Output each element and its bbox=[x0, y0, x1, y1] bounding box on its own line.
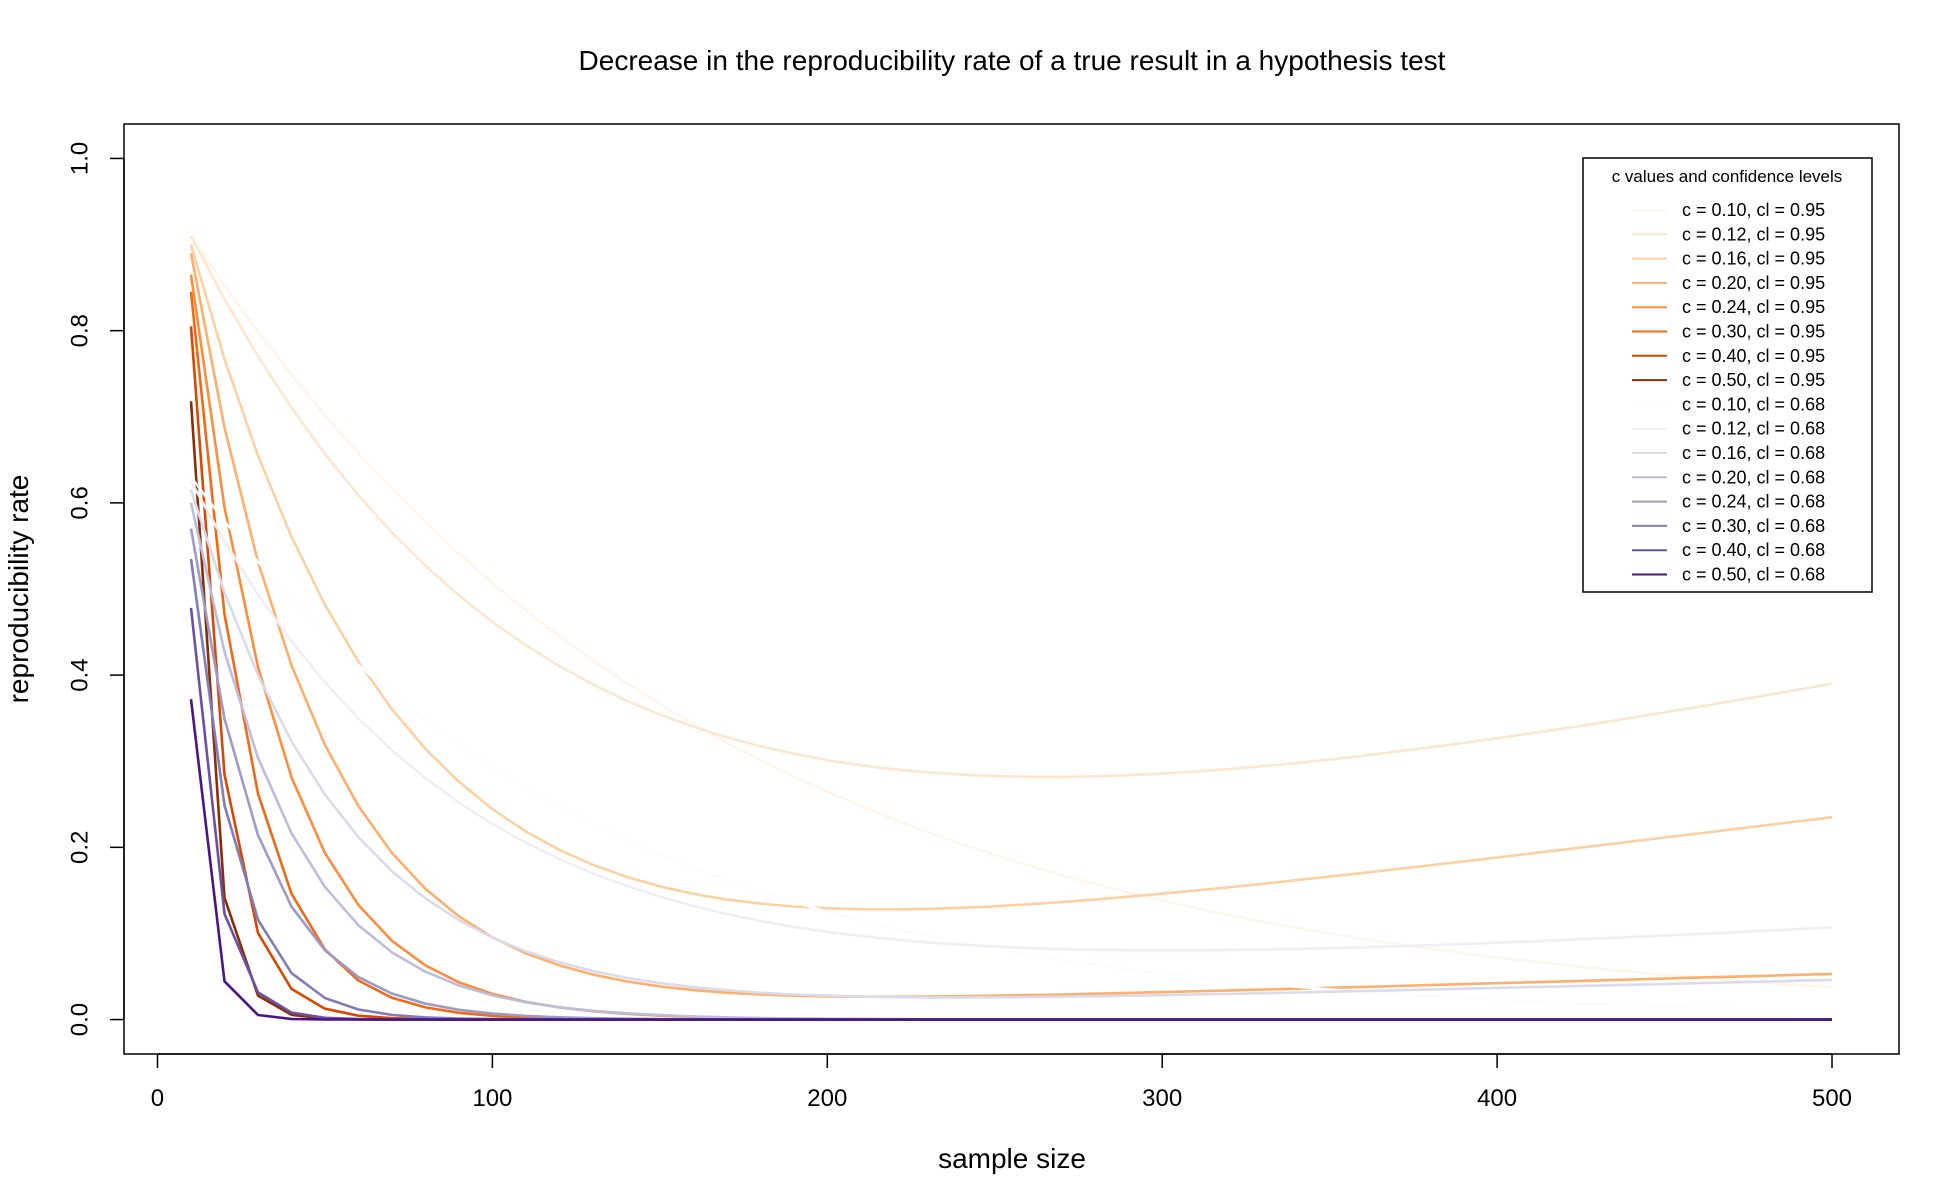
y-tick-label: 0.4 bbox=[67, 658, 94, 691]
series-line bbox=[189, 476, 1833, 1013]
legend-label: c = 0.40, cl = 0.68 bbox=[1682, 540, 1825, 560]
x-tick-label: 300 bbox=[1142, 1085, 1182, 1112]
legend: c values and confidence levels c = 0.10,… bbox=[1582, 157, 1873, 593]
y-tick-label: 1.0 bbox=[67, 142, 94, 175]
series-line bbox=[189, 607, 1832, 1021]
series-line bbox=[189, 480, 1833, 952]
legend-label: c = 0.40, cl = 0.95 bbox=[1682, 346, 1825, 366]
legend-label: c = 0.10, cl = 0.95 bbox=[1682, 200, 1825, 220]
series-line bbox=[189, 489, 1833, 999]
legend-box bbox=[1582, 157, 1873, 593]
series-layer bbox=[189, 235, 1833, 1021]
x-tick-label: 400 bbox=[1477, 1085, 1517, 1112]
legend-title: c values and confidence levels bbox=[1612, 167, 1843, 186]
legend-label: c = 0.20, cl = 0.68 bbox=[1682, 467, 1825, 487]
legend-label: c = 0.30, cl = 0.68 bbox=[1682, 516, 1825, 536]
y-tick-label: 0.0 bbox=[67, 1003, 94, 1036]
x-axis-label: sample size bbox=[938, 1143, 1086, 1174]
x-axis: 0 100 200 300 400 500 bbox=[151, 1053, 1852, 1112]
x-tick-label: 500 bbox=[1812, 1085, 1852, 1112]
legend-label: c = 0.10, cl = 0.68 bbox=[1682, 394, 1825, 414]
legend-label: c = 0.12, cl = 0.68 bbox=[1682, 419, 1825, 439]
legend-label: c = 0.24, cl = 0.95 bbox=[1682, 297, 1825, 317]
legend-label: c = 0.50, cl = 0.68 bbox=[1682, 565, 1825, 585]
series-line bbox=[189, 252, 1833, 998]
y-tick-label: 0.6 bbox=[67, 486, 94, 519]
legend-label: c = 0.16, cl = 0.95 bbox=[1682, 249, 1825, 269]
y-axis-label: reproducibility rate bbox=[3, 475, 34, 704]
legend-label: c = 0.20, cl = 0.95 bbox=[1682, 273, 1825, 293]
series-line bbox=[189, 528, 1832, 1021]
series-line bbox=[189, 244, 1833, 911]
series-line bbox=[189, 235, 1833, 779]
x-tick-label: 0 bbox=[151, 1085, 164, 1112]
series-line bbox=[189, 235, 1833, 989]
legend-label: c = 0.24, cl = 0.68 bbox=[1682, 492, 1825, 512]
x-tick-label: 100 bbox=[472, 1085, 512, 1112]
series-line bbox=[189, 558, 1832, 1021]
series-line bbox=[189, 699, 1832, 1021]
y-tick-label: 0.8 bbox=[67, 314, 94, 347]
legend-label: c = 0.30, cl = 0.95 bbox=[1682, 322, 1825, 342]
legend-items: c = 0.10, cl = 0.95 c = 0.12, cl = 0.95 c … bbox=[1632, 200, 1825, 585]
chart-title: Decrease in the reproducibility rate of … bbox=[579, 45, 1446, 76]
x-tick-label: 200 bbox=[807, 1085, 847, 1112]
y-tick-label: 0.2 bbox=[67, 831, 94, 864]
legend-label: c = 0.16, cl = 0.68 bbox=[1682, 443, 1825, 463]
legend-label: c = 0.12, cl = 0.95 bbox=[1682, 224, 1825, 244]
legend-label: c = 0.50, cl = 0.95 bbox=[1682, 370, 1825, 390]
y-axis: 0.0 0.2 0.4 0.6 0.8 1.0 bbox=[67, 142, 125, 1036]
